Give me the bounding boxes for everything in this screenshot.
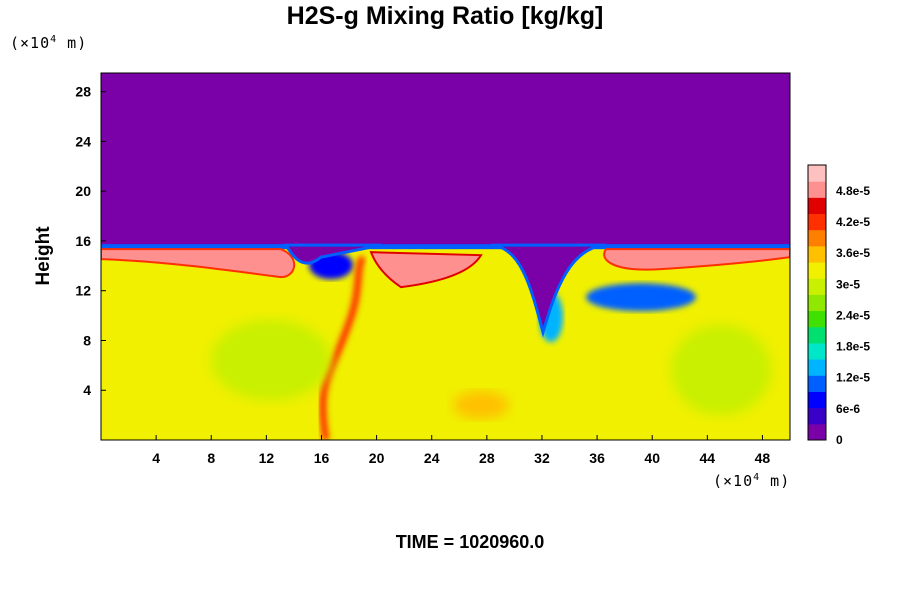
x-tick-label: 40: [644, 450, 660, 466]
orange-patch: [453, 391, 509, 419]
colorbar-swatch: [808, 197, 826, 215]
colorbar-swatch: [808, 245, 826, 263]
x-unit-label: (×104 m): [713, 472, 791, 490]
y-unit-label: (×104 m): [10, 34, 88, 52]
y-tick-label: 20: [75, 183, 91, 199]
y-tick-label: 28: [75, 84, 91, 100]
red-plume-left: [319, 255, 367, 440]
blue-eddy-right: [586, 283, 696, 312]
colorbar-swatch: [808, 375, 826, 392]
colorbar-tick-label: 3e-5: [836, 277, 860, 291]
colorbar-tick-label: 0: [836, 433, 843, 447]
colorbar-frame: [807, 164, 827, 441]
interface-edge: [101, 244, 790, 250]
x-axis-ticks: 4 8 12 16 20 24 28 32 36 40 44 48: [152, 435, 770, 466]
interface-band-right: [603, 248, 790, 271]
colorbar-swatch: [808, 310, 826, 328]
colorbar-tick-label: 4.2e-5: [836, 215, 870, 229]
colorbar-swatch: [808, 294, 826, 312]
yellow-patch-right: [671, 325, 771, 415]
yellow-patch-left: [211, 320, 331, 400]
colorbar-swatch: [808, 407, 826, 425]
x-tick-label: 12: [259, 450, 275, 466]
colorbar-swatch: [808, 181, 826, 198]
colorbar-tick-label: 2.4e-5: [836, 308, 870, 322]
y-tick-label: 16: [75, 233, 91, 249]
trough-center: [490, 243, 607, 338]
x-tick-label: 20: [369, 450, 385, 466]
colorbar-swatch: [808, 326, 826, 344]
y-tick-label: 12: [75, 283, 91, 299]
x-tick-label: 32: [534, 450, 550, 466]
x-tick-label: 36: [589, 450, 605, 466]
colorbar-tick-label: 3.6e-5: [836, 246, 870, 260]
colorbar-swatch: [808, 359, 826, 376]
lower-region: [101, 247, 790, 440]
colorbar-swatch: [808, 278, 826, 295]
x-tick-label: 4: [152, 450, 160, 466]
y-axis-ticks: 4 8 12 16 20 24 28: [75, 84, 106, 398]
colorbar-tick-label: 6e-6: [836, 402, 860, 416]
colorbar-swatch: [808, 213, 826, 231]
colorbar-swatch: [808, 262, 826, 279]
time-label: TIME = 1020960.0: [395, 532, 545, 552]
x-tick-label: 48: [755, 450, 771, 466]
y-tick-label: 24: [75, 133, 91, 149]
x-tick-label: 24: [424, 450, 440, 466]
y-tick-label: 4: [83, 382, 91, 398]
trough-left: [283, 243, 382, 265]
heatmap-field: [101, 73, 790, 440]
colorbar-swatch: [808, 423, 826, 441]
x-tick-label: 8: [207, 450, 215, 466]
colorbar-tick-label: 1.2e-5: [836, 371, 870, 385]
colorbar-swatch: [808, 391, 826, 409]
colorbar-tick-label: 4.8e-5: [836, 184, 870, 198]
x-tick-label: 28: [479, 450, 495, 466]
chart-title: H2S-g Mixing Ratio [kg/kg]: [286, 2, 604, 30]
colorbar: 0 6e-6 1.2e-5 1.8e-5 2.4e-5 3e-5 3.6e-5 4.2e-5 4…: [807, 164, 870, 447]
colorbar-tick-label: 1.8e-5: [836, 340, 870, 354]
y-tick-label: 8: [83, 332, 91, 348]
colorbar-swatch: [808, 165, 826, 182]
x-tick-label: 16: [314, 450, 330, 466]
colorbar-swatch: [808, 229, 826, 247]
plot-frame: [100, 72, 791, 441]
interface-band-center: [369, 251, 483, 289]
x-tick-label: 44: [700, 450, 716, 466]
colorbar-swatch: [808, 342, 826, 360]
y-axis-label: Height: [33, 226, 54, 286]
interface-band-left: [101, 248, 296, 279]
